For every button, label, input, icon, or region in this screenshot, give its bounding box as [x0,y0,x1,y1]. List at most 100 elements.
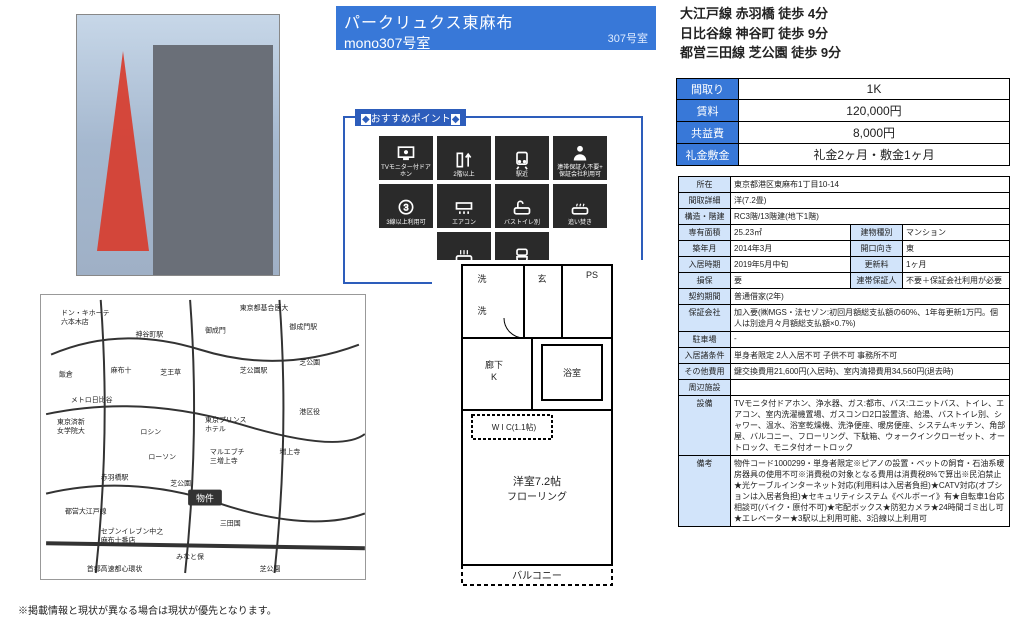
feature-label: 追い焚き [568,220,592,226]
dl-hosho: 保証会社 [679,305,731,332]
svg-text:ドン・キホーテ: ドン・キホーテ [61,309,110,317]
svg-text:麻布十: 麻布十 [111,365,132,374]
svg-text:芝王草: 芝王草 [160,367,181,376]
dv-houi: 東 [903,241,1010,257]
svg-text:マルエブチ: マルエブチ [210,447,245,456]
dl-movein: 入居時期 [679,257,731,273]
dl-kikan: 契約期間 [679,289,731,305]
dl-kozo: 構造・階建 [679,209,731,225]
svg-text:港区役: 港区役 [299,407,320,416]
svg-text:東京都基合医大: 東京都基合医大 [240,303,289,312]
svg-text:御成門駅: 御成門駅 [289,322,317,331]
feature-tile: 33線以上利用可 [379,184,433,228]
svg-text:バルコニー: バルコニー [512,570,562,582]
svg-text:PS: PS [586,270,598,280]
dl-bldgtype: 建物種別 [851,225,903,241]
feature-label: TVモニター付ドアホン [379,165,433,178]
svg-text:ホテル: ホテル [205,425,226,433]
svg-text:女学院大: 女学院大 [57,426,85,435]
dl-renew: 更新料 [851,257,903,273]
svg-text:三増上寺: 三増上寺 [210,456,238,465]
dl-sonota: その他費用 [679,364,731,380]
svg-text:芝公園: 芝公園 [299,358,320,367]
value-layout: 1K [739,79,1010,100]
svg-text:神谷町駅: 神谷町駅 [135,330,163,339]
svg-text:メトロ日比谷: メトロ日比谷 [71,395,113,404]
value-fee: 8,000円 [739,122,1010,144]
dv-addr: 東京都港区東麻布1丁目10-14 [731,177,1010,193]
feature-points-header: おすすめポイント [355,109,466,126]
dv-madori: 洋(7.2畳) [731,193,1010,209]
feature-tile: 追い焚き [553,184,607,228]
svg-text:飯倉: 飯倉 [59,369,73,378]
dv-sonota: 鍵交換費用21,600円(入居時)、室内清掃費用34,560円(退去時) [731,364,1010,380]
detail-table: 所在東京都港区東麻布1丁目10-14 間取詳細洋(7.2畳) 構造・階建RC3階… [678,176,1010,527]
svg-text:K: K [491,372,497,382]
label-layout: 間取り [677,79,739,100]
dv-bldgtype: マンション [903,225,1010,241]
feature-label: バストイレ別 [504,220,540,226]
dv-shuhen [731,380,1010,396]
summary-table: 間取り 1K 賃料 120,000円 共益費 8,000円 礼金敷金 礼金2ヶ月… [676,78,1010,166]
svg-text:六本木店: 六本木店 [61,317,89,326]
svg-text:三田国: 三田国 [220,519,241,527]
building-photo [76,14,280,276]
floor-plan: 洗洗 玄 PS 廊下K 浴室 W I C(1.1帖) 洋室7.2帖 フローリング… [432,260,652,590]
dv-hoshonin: 不要＋保証会社利用が必要 [903,273,1010,289]
dl-madori: 間取詳細 [679,193,731,209]
room-number: 307号室 [608,30,648,46]
svg-text:赤羽橋駅: 赤羽橋駅 [101,473,129,482]
dl-houi: 開口向き [851,241,903,257]
svg-text:都営大江戸線: 都営大江戸線 [65,506,107,515]
svg-text:洋室7.2帖: 洋室7.2帖 [513,474,561,488]
label-deposit: 礼金敷金 [677,144,739,166]
building-silhouette [153,45,273,275]
dl-joken: 入居諸条件 [679,348,731,364]
svg-text:みなと保: みなと保 [176,552,204,561]
dv-joken: 単身者限定 2人入居不可 子供不可 事務所不可 [731,348,1010,364]
dv-area: 25.23㎡ [731,225,851,241]
footnote: ※掲載情報と現状が異なる場合は現状が優先となります。 [18,602,277,617]
svg-text:セブンイレブン中之: セブンイレブン中之 [101,526,163,535]
feature-tile: TVモニター付ドアホン [379,136,433,180]
dv-movein: 2019年5月中旬 [731,257,851,273]
value-rent: 120,000円 [739,100,1010,122]
feature-tile: バストイレ別 [495,184,549,228]
svg-text:ローソン: ローソン [148,454,176,461]
dl-shuhen: 周辺施設 [679,380,731,396]
dv-park: - [731,332,1010,348]
svg-text:東京済新: 東京済新 [57,417,85,426]
feature-points-box: おすすめポイント TVモニター付ドアホン2階以上駅近連帯保証人不要+保証会社利用… [343,116,643,284]
svg-text:麻布十番店: 麻布十番店 [101,535,136,544]
feature-label: 連帯保証人不要+保証会社利用可 [557,165,603,178]
label-fee: 共益費 [677,122,739,144]
property-room: mono307号室 [344,33,648,53]
dv-sonpo: 要 [731,273,851,289]
label-rent: 賃料 [677,100,739,122]
svg-text:御成門: 御成門 [205,326,226,335]
svg-text:ロシン: ロシン [140,429,161,436]
access-line: 大江戸線 赤羽橋 徒歩 4分 [680,4,841,24]
feature-tile: 駅近 [495,136,549,180]
dv-built: 2014年3月 [731,241,851,257]
dl-sonpo: 損保 [679,273,731,289]
dl-built: 築年月 [679,241,731,257]
location-map: 物件 ドン・キホーテ六本木店 東京都基合医大 神谷町駅御成門 御成門駅 飯倉麻布… [40,294,366,580]
value-deposit: 礼金2ヶ月・敷金1ヶ月 [739,144,1010,166]
dl-addr: 所在 [679,177,731,193]
property-name: パークリュクス東麻布 [344,9,648,33]
access-line: 都営三田線 芝公園 徒歩 9分 [680,43,841,63]
feature-label: 駅近 [516,172,528,178]
feature-label: エアコン [452,220,476,226]
svg-text:浴室: 浴室 [563,367,581,378]
dv-renew: 1ヶ月 [903,257,1010,273]
svg-text:東京プリンス: 東京プリンス [205,415,247,424]
feature-tile: 2階以上 [437,136,491,180]
dv-hosho: 加入要(㈱MGS・法セゾン:初回月額総支払額の60%、1年毎更新1万円。個人は別… [731,305,1010,332]
svg-text:洗: 洗 [477,273,486,284]
dv-kikan: 普通借家(2年) [731,289,1010,305]
svg-text:洗: 洗 [477,305,486,316]
feature-tile: 連帯保証人不要+保証会社利用可 [553,136,607,180]
title-bar: パークリュクス東麻布 mono307号室 307号室 [336,6,656,50]
access-line: 日比谷線 神谷町 徒歩 9分 [680,24,841,44]
